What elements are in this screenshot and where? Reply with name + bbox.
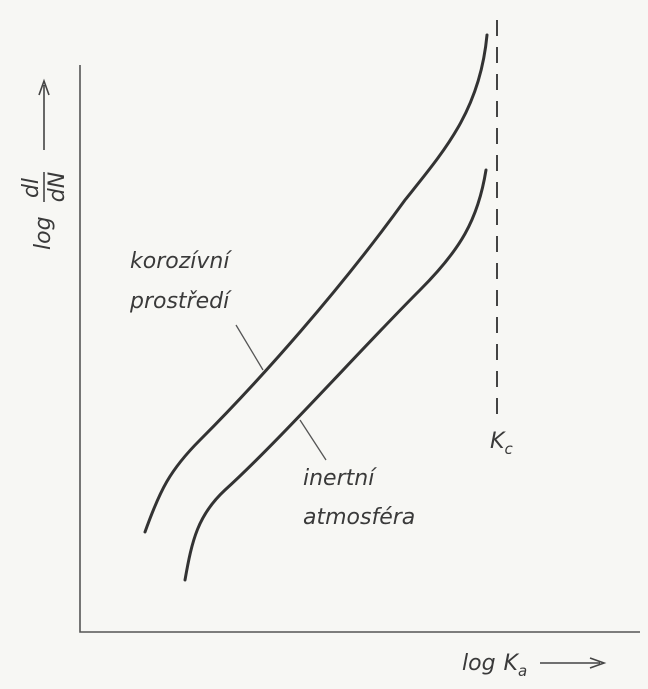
x-axis-arrow: [540, 657, 607, 669]
curve-label: korozívní: [130, 249, 232, 274]
y-axis-arrow: [38, 78, 50, 150]
curve-label: prostředí: [129, 289, 232, 314]
leader-line: [299, 419, 327, 461]
curve-label: atmosféra: [303, 505, 415, 530]
curve-corrosive: [143, 33, 489, 534]
axes: [79, 65, 640, 633]
x-label-symbol: K: [504, 651, 520, 676]
y-axis-label: log dl dN: [19, 78, 70, 250]
x-label-prefix: log: [462, 651, 496, 676]
curve-label: inertní: [303, 466, 377, 491]
y-label-numerator: dl: [19, 178, 44, 198]
leader-line: [235, 324, 264, 371]
asymptote-symbol: K: [490, 429, 506, 454]
curve-inert: [183, 168, 488, 582]
asymptote-label: Kc: [490, 429, 513, 458]
x-label-subscript: a: [518, 662, 527, 680]
y-label-prefix: log: [31, 216, 56, 250]
x-axis-label: log Ka: [462, 651, 527, 680]
y-label-denominator: dN: [45, 172, 70, 202]
asymptote-subscript: c: [504, 440, 513, 458]
